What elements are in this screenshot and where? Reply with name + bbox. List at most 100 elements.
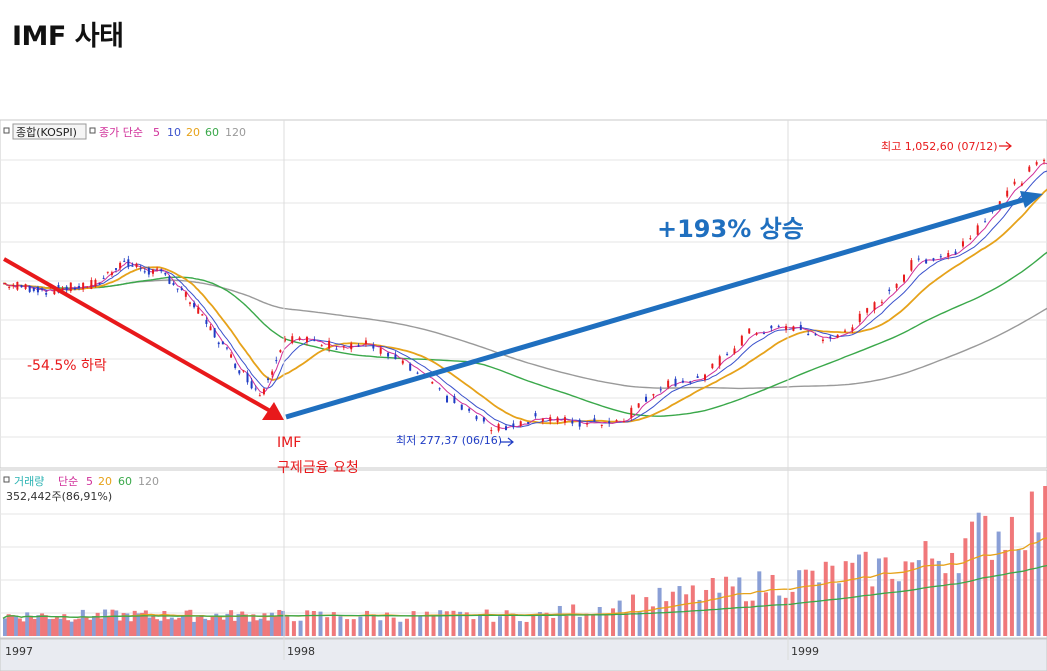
volume-bar xyxy=(311,611,316,636)
volume-bar xyxy=(704,589,709,636)
candle-body xyxy=(696,376,699,378)
volume-bar xyxy=(910,562,915,636)
candle-body xyxy=(829,336,832,339)
volume-bar xyxy=(1016,549,1021,636)
candle-body xyxy=(172,283,175,285)
candle-body xyxy=(873,302,876,311)
volume-ma-period-20: 20 xyxy=(98,475,112,488)
candle-body xyxy=(221,341,224,345)
volume-bar xyxy=(255,620,260,636)
candle-body xyxy=(262,388,265,395)
candle-body xyxy=(446,395,449,403)
volume-bar xyxy=(95,612,100,636)
legend-marker-icon xyxy=(3,476,10,483)
ma5-line xyxy=(2,162,1047,429)
candle-body xyxy=(139,268,142,270)
volume-bar xyxy=(684,594,689,636)
volume-bar xyxy=(777,595,782,636)
volume-bar xyxy=(143,610,148,636)
candle-body xyxy=(667,380,670,388)
candle-body xyxy=(475,416,478,420)
imf-annotation-line1: IMF xyxy=(277,435,301,451)
volume-bar xyxy=(345,619,350,636)
volume-bar xyxy=(478,615,483,636)
candle-body xyxy=(275,360,278,362)
candle-body xyxy=(792,326,795,331)
candle-body xyxy=(78,286,81,288)
high-label: 최고 1,052,60 (07/12) xyxy=(881,140,998,153)
legend-marker-icon xyxy=(3,127,10,134)
candle-body xyxy=(65,286,68,291)
volume-bar xyxy=(418,615,423,636)
volume-ma-period-120: 120 xyxy=(138,475,159,488)
volume-bar xyxy=(154,619,159,636)
x-axis-strip xyxy=(0,638,1047,671)
candle-body xyxy=(184,292,187,297)
volume-bar xyxy=(464,612,469,636)
candle-body xyxy=(20,285,23,288)
volume-bar xyxy=(132,610,137,636)
volume-bar xyxy=(458,611,463,636)
candle-body xyxy=(947,253,950,257)
volume-bar xyxy=(14,615,19,636)
volume-bar xyxy=(229,610,234,636)
candle-body xyxy=(313,339,316,342)
ma10-line xyxy=(2,170,1047,428)
volume-bar xyxy=(551,617,556,636)
candle-body xyxy=(1013,181,1016,185)
candle-body xyxy=(460,404,463,410)
volume-bar xyxy=(99,618,104,636)
volume-bar xyxy=(670,591,675,636)
candle-body xyxy=(401,360,404,364)
volume-moving-averages xyxy=(2,537,1047,619)
candle-body xyxy=(755,333,758,335)
volume-bar xyxy=(983,515,988,636)
volume-bar xyxy=(266,620,271,636)
volume-bar xyxy=(195,616,200,636)
volume-bar xyxy=(10,615,15,636)
volume-bar xyxy=(431,614,436,636)
volume-bar xyxy=(730,586,735,636)
candle-body xyxy=(205,319,208,324)
candle-body xyxy=(16,281,19,290)
candle-body xyxy=(364,340,367,345)
volume-bar xyxy=(206,620,211,636)
candle-body xyxy=(127,259,130,267)
drop-annotation: -54.5% 하락 xyxy=(27,358,107,374)
candle-body xyxy=(652,394,655,396)
candle-body xyxy=(777,325,780,327)
candle-body xyxy=(534,413,537,417)
volume-bar xyxy=(717,592,722,636)
candle-body xyxy=(201,314,204,316)
volume-bar xyxy=(1009,516,1014,636)
candle-body xyxy=(86,286,89,288)
volume-ma60-line xyxy=(2,564,1047,619)
candle-body xyxy=(880,301,883,303)
volume-bar xyxy=(114,610,119,636)
ma-period-120: 120 xyxy=(225,126,246,139)
volume-bar xyxy=(823,561,828,636)
volume-bar xyxy=(597,606,602,636)
candle-body xyxy=(279,350,282,353)
volume-bar xyxy=(817,582,822,636)
volume-bar xyxy=(644,597,649,636)
candle-body xyxy=(703,374,706,380)
candle-body xyxy=(180,288,183,290)
candle-body xyxy=(586,423,589,425)
volume-bar xyxy=(158,620,163,636)
candle-body xyxy=(90,280,93,289)
volume-bar xyxy=(783,597,788,636)
candle-body xyxy=(291,336,294,344)
volume-bar xyxy=(451,610,456,636)
volume-bar xyxy=(737,577,742,636)
volume-bar xyxy=(269,612,274,636)
candle-body xyxy=(305,336,308,343)
volume-bar xyxy=(236,614,241,636)
candle-body xyxy=(902,274,905,282)
volume-bar xyxy=(584,613,589,636)
volume-bar xyxy=(80,609,85,636)
volume-bar xyxy=(180,615,185,636)
candle-body xyxy=(438,388,441,390)
candle-body xyxy=(197,307,200,314)
high-arrow-icon xyxy=(999,141,1012,151)
